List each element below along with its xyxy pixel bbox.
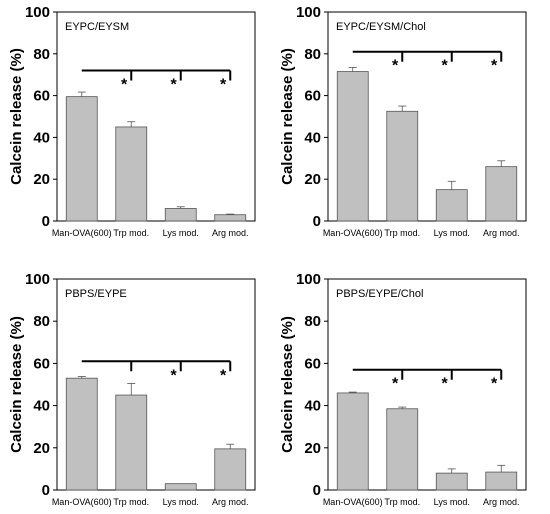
plot-frame (56, 11, 256, 222)
x-tick-label: Arg mod. (212, 228, 249, 238)
bar (164, 483, 197, 491)
significance-mark: * (442, 376, 449, 393)
y-tick-label: 0 (313, 482, 321, 499)
significance-mark: * (121, 77, 128, 94)
y-tick-label: 60 (33, 355, 50, 372)
y-tick-label: 40 (304, 398, 321, 415)
panel-title: PBPS/EYPE/Chol (336, 288, 423, 300)
bar (214, 214, 247, 222)
chart-panel-3: 0 20 40 60 80 100 Calcein release (%) PBPS/EYPE… (8, 271, 256, 507)
bar (164, 208, 197, 222)
significance-mark: * (491, 376, 498, 393)
x-tick-label: Lys mod. (434, 228, 470, 238)
chart-panel-1: 0 20 40 60 80 100 Calcein release (%) EYPC/EYSM… (8, 4, 256, 238)
y-tick-label: 80 (304, 46, 321, 63)
significance-mark: * (220, 367, 227, 384)
bar (435, 189, 468, 222)
x-tick-label: Trp mod. (113, 497, 149, 507)
x-tick-label: Lys mod. (434, 497, 470, 507)
significance-mark: * (220, 77, 227, 94)
x-tick-label: Trp mod. (384, 497, 420, 507)
y-axis-label: Calcein release (%) (8, 316, 25, 453)
y-tick-label: 40 (33, 398, 50, 415)
significance-mark: * (442, 58, 449, 75)
y-tick-label: 0 (42, 213, 50, 230)
x-tick-label: Man-OVA(600) (323, 497, 383, 507)
y-tick-label: 20 (33, 440, 50, 457)
y-axis-label: Calcein release (%) (8, 48, 25, 185)
significance-mark: * (491, 58, 498, 75)
y-tick-label: 20 (304, 171, 321, 188)
panel-title: EYPC/EYSM (65, 21, 129, 33)
significance-mark: * (171, 77, 178, 94)
x-tick-label: Arg mod. (483, 228, 520, 238)
plot-frame (327, 11, 527, 222)
y-tick-label: 80 (33, 313, 50, 330)
y-tick-label: 80 (33, 46, 50, 63)
significance-mark: * (392, 58, 399, 75)
y-tick-label: 20 (304, 440, 321, 457)
bar (386, 110, 419, 222)
x-tick-label: Trp mod. (113, 228, 149, 238)
y-tick-label: 60 (33, 88, 50, 105)
x-tick-label: Man-OVA(600) (52, 497, 112, 507)
chart-panel-4: 0 20 40 60 80 100 Calcein release (%) PBPS/EYPE… (279, 271, 527, 507)
bar (115, 126, 148, 222)
plot-frame (56, 278, 256, 491)
x-tick-label: Arg mod. (212, 497, 249, 507)
significance-mark: * (392, 376, 399, 393)
y-tick-label: 100 (25, 4, 50, 21)
y-tick-label: 100 (296, 271, 321, 288)
bar (485, 166, 518, 222)
x-tick-label: Man-OVA(600) (323, 228, 383, 238)
x-tick-label: Man-OVA(600) (52, 228, 112, 238)
significance-mark: * (171, 367, 178, 384)
bar (65, 96, 98, 222)
y-tick-label: 80 (304, 313, 321, 330)
bar (214, 448, 247, 491)
y-tick-label: 100 (25, 271, 50, 288)
x-tick-label: Arg mod. (483, 497, 520, 507)
y-tick-label: 40 (33, 129, 50, 146)
y-tick-label: 100 (296, 4, 321, 21)
bar (336, 71, 369, 222)
y-tick-label: 20 (33, 171, 50, 188)
y-axis-label: Calcein release (%) (279, 316, 296, 453)
bar (65, 377, 98, 491)
y-tick-label: 60 (304, 88, 321, 105)
x-tick-label: Trp mod. (384, 228, 420, 238)
bar (386, 408, 419, 491)
bar (115, 394, 148, 491)
y-tick-label: 0 (42, 482, 50, 499)
x-tick-label: Lys mod. (163, 497, 199, 507)
plot-frame (327, 278, 527, 491)
y-axis-label: Calcein release (%) (279, 48, 296, 185)
x-tick-label: Lys mod. (163, 228, 199, 238)
bar (336, 392, 369, 491)
bar (485, 471, 518, 491)
y-tick-label: 60 (304, 355, 321, 372)
y-tick-label: 0 (313, 213, 321, 230)
chart-panel-2: 0 20 40 60 80 100 Calcein release (%) EYPC/EYSM… (279, 4, 527, 238)
bar (435, 472, 468, 491)
panel-title: EYPC/EYSM/Chol (336, 21, 426, 33)
y-tick-label: 40 (304, 129, 321, 146)
panel-title: PBPS/EYPE (65, 288, 127, 300)
